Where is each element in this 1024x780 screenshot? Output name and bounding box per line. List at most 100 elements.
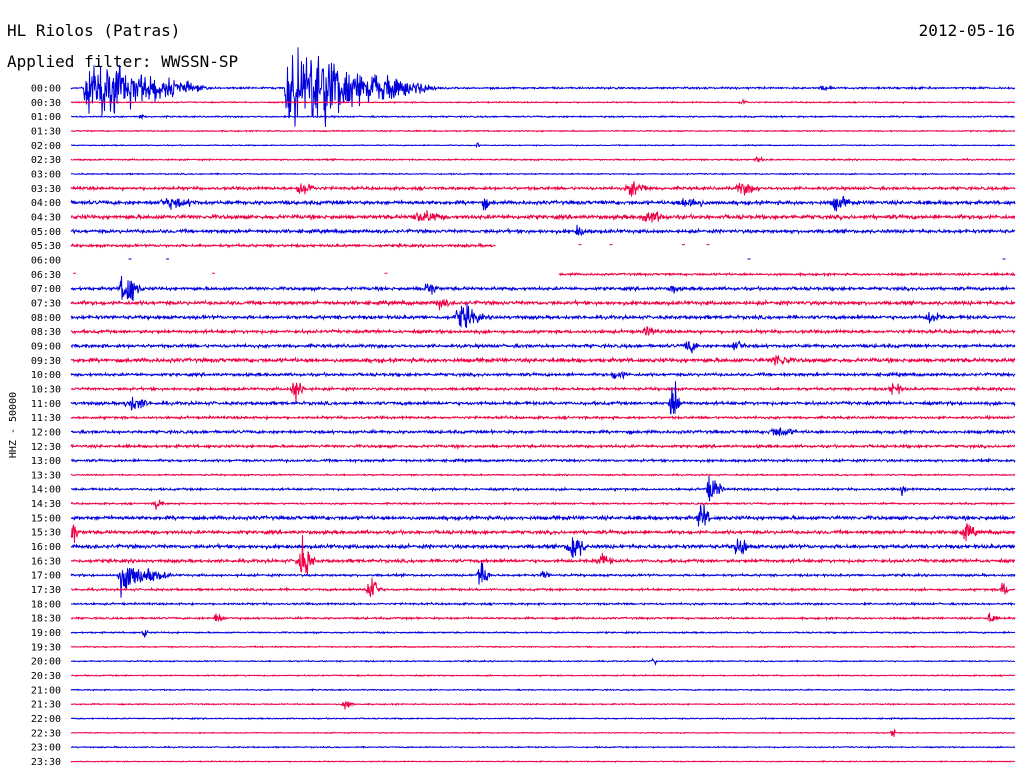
tick-label-0000: 00:00: [31, 84, 61, 95]
trace-1130: [70, 414, 1016, 422]
tick-label-1930: 19:30: [31, 642, 61, 653]
trace-2100: [70, 688, 1016, 692]
tick-label-1230: 12:30: [31, 442, 61, 453]
tick-label-0030: 00:30: [31, 98, 61, 109]
tick-label-0230: 02:30: [31, 155, 61, 166]
tick-label-0100: 01:00: [31, 112, 61, 123]
tick-label-1730: 17:30: [31, 585, 61, 596]
trace-0530: [70, 241, 710, 249]
y-axis-label: HHZ - 50000: [8, 392, 19, 458]
tick-label-0900: 09:00: [31, 341, 61, 352]
tick-label-0500: 05:00: [31, 227, 61, 238]
trace-0630: [73, 271, 1016, 278]
trace-0000: [70, 47, 1016, 127]
tick-label-2200: 22:00: [31, 714, 61, 725]
tick-label-1600: 16:00: [31, 542, 61, 553]
tick-label-1630: 16:30: [31, 556, 61, 567]
trace-1000: [70, 370, 1016, 380]
trace-2230: [70, 728, 1016, 738]
trace-0100: [70, 113, 1016, 121]
trace-1030: [70, 382, 1016, 404]
trace-1230: [70, 442, 1016, 450]
tick-label-1200: 12:00: [31, 427, 61, 438]
tick-label-2000: 20:00: [31, 657, 61, 668]
trace-0200: [70, 141, 1016, 148]
trace-1330: [70, 472, 1016, 477]
trace-1700: [70, 562, 1016, 598]
tick-label-2130: 21:30: [31, 700, 61, 711]
trace-1530: [70, 522, 1016, 543]
trace-0700: [70, 275, 1016, 302]
tick-label-1500: 15:00: [31, 513, 61, 524]
tick-label-1900: 19:00: [31, 628, 61, 639]
trace-0500: [70, 224, 1016, 236]
trace-0130: [70, 129, 1016, 133]
tick-label-0200: 02:00: [31, 141, 61, 152]
seismic-traces: [70, 47, 1016, 764]
tick-label-1300: 13:00: [31, 456, 61, 467]
tick-label-0430: 04:30: [31, 213, 61, 224]
trace-1200: [70, 427, 1016, 437]
trace-0030: [70, 98, 1016, 105]
trace-0300: [70, 172, 1016, 176]
tick-label-0300: 03:00: [31, 170, 61, 181]
trace-2330: [70, 760, 1016, 764]
trace-0400: [70, 195, 1016, 212]
trace-1800: [70, 601, 1016, 607]
trace-0830: [70, 326, 1016, 336]
trace-1600: [70, 537, 1016, 558]
tick-label-2100: 21:00: [31, 685, 61, 696]
tick-label-0530: 05:30: [31, 241, 61, 252]
tick-label-0600: 06:00: [31, 256, 61, 267]
trace-1730: [70, 577, 1016, 597]
trace-1630: [70, 535, 1016, 575]
trace-0800: [70, 303, 1016, 329]
tick-label-1530: 15:30: [31, 528, 61, 539]
tick-label-2230: 22:30: [31, 728, 61, 739]
tick-label-1100: 11:00: [31, 399, 61, 410]
tick-label-1130: 11:30: [31, 413, 61, 424]
tick-label-0400: 04:00: [31, 198, 61, 209]
trace-2030: [70, 673, 1016, 678]
tick-label-0330: 03:30: [31, 184, 61, 195]
tick-label-1000: 10:00: [31, 370, 61, 381]
tick-label-1800: 18:00: [31, 599, 61, 610]
trace-1830: [70, 612, 1016, 623]
tick-label-2030: 20:30: [31, 671, 61, 682]
tick-label-0130: 01:30: [31, 127, 61, 138]
trace-0730: [70, 298, 1016, 311]
trace-1930: [70, 645, 1016, 649]
trace-1430: [70, 499, 1016, 510]
trace-1300: [70, 457, 1016, 464]
trace-2130: [70, 700, 1016, 710]
filter-subtitle: Applied filter: WWSSN-SP: [7, 52, 238, 71]
trace-1500: [70, 504, 1016, 527]
station-title: HL Riolos (Patras): [7, 21, 180, 40]
trace-1900: [70, 629, 1016, 639]
tick-label-1700: 17:00: [31, 571, 61, 582]
tick-label-0930: 09:30: [31, 356, 61, 367]
trace-1100: [70, 381, 1016, 415]
tick-label-1030: 10:30: [31, 384, 61, 395]
trace-2000: [70, 657, 1016, 666]
tick-label-0630: 06:30: [31, 270, 61, 281]
trace-0230: [70, 155, 1016, 163]
tick-label-1430: 14:30: [31, 499, 61, 510]
trace-1400: [70, 475, 1016, 502]
tick-label-1330: 13:30: [31, 470, 61, 481]
trace-2200: [70, 716, 1016, 721]
trace-0900: [70, 340, 1016, 354]
tick-label-2300: 23:00: [31, 743, 61, 754]
tick-label-1400: 14:00: [31, 485, 61, 496]
tick-label-0730: 07:30: [31, 298, 61, 309]
tick-label-0800: 08:00: [31, 313, 61, 324]
trace-0930: [70, 354, 1016, 366]
time-tick-labels: 00:00 00:30 01:00 01:30 02:00 02:30 03:00 03:30…: [31, 84, 61, 769]
tick-label-1830: 18:30: [31, 614, 61, 625]
trace-2300: [70, 745, 1016, 749]
trace-0430: [70, 210, 1016, 223]
tick-label-2330: 23:30: [31, 757, 61, 768]
trace-0330: [70, 181, 1016, 197]
date-label: 2012-05-16: [919, 21, 1015, 40]
